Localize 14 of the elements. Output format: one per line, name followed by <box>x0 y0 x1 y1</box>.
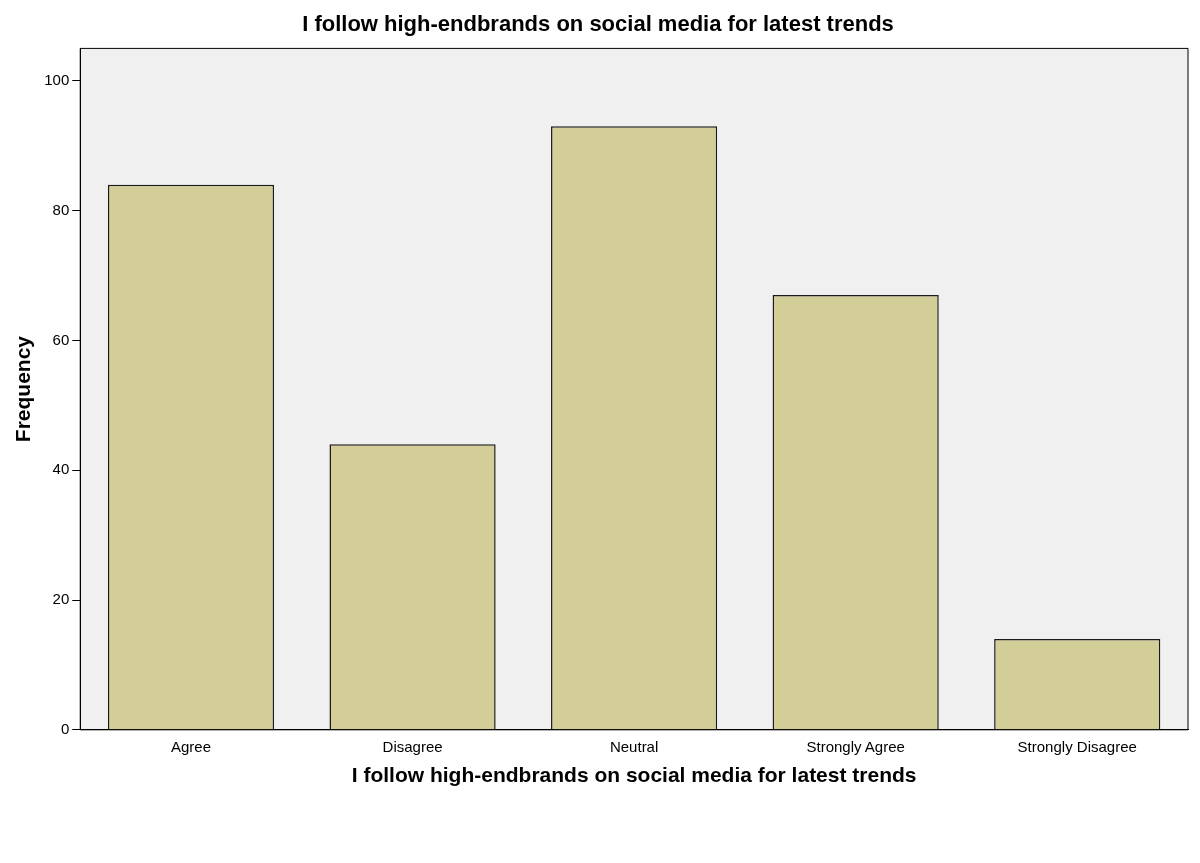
y-tick-label: 100 <box>44 70 70 88</box>
y-tick-label: 20 <box>52 590 70 608</box>
y-axis-title: Frequency <box>11 335 35 443</box>
y-tick-label: 0 <box>60 719 70 737</box>
x-tick-label: Neutral <box>609 737 659 755</box>
chart-title: I follow high-endbrands on social media for latest trends <box>302 11 894 37</box>
y-tick-label: 60 <box>52 330 70 348</box>
x-tick-label: Strongly Agree <box>806 737 905 755</box>
y-tick-label: 40 <box>52 460 70 478</box>
x-tick-label: Agree <box>170 737 212 755</box>
x-tick-label: Disagree <box>382 737 443 755</box>
x-tick-label: Strongly Disagree <box>1017 737 1137 755</box>
x-axis-title: I follow high-endbrands on social media for latest trends <box>351 763 917 787</box>
y-tick-label: 80 <box>52 200 70 218</box>
